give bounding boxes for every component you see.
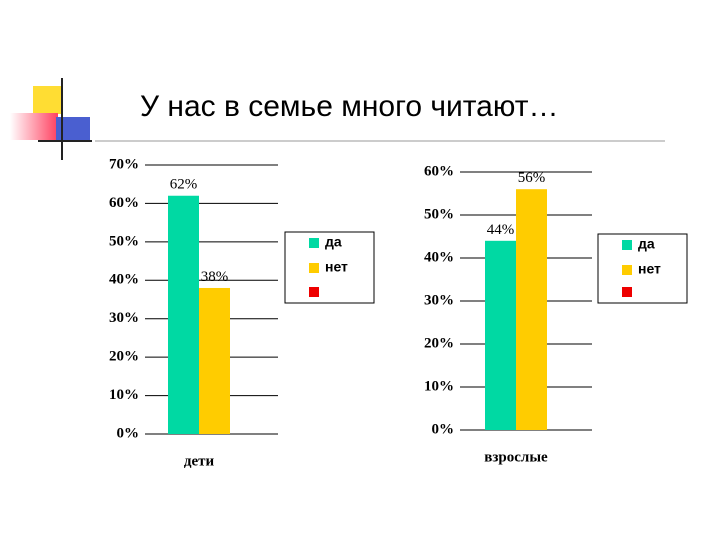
legend-box <box>284 231 375 304</box>
y-tick-label: 40% <box>109 272 139 288</box>
bar <box>168 195 199 434</box>
y-tick-label: 30% <box>424 292 454 308</box>
decor-square <box>56 117 90 140</box>
legend-swatch <box>622 287 632 297</box>
legend-label: нет <box>638 261 661 277</box>
bar <box>199 287 230 434</box>
bar <box>485 240 516 430</box>
decor-square <box>33 86 61 114</box>
legend-swatch <box>309 238 319 248</box>
y-tick-label: 60% <box>424 163 454 179</box>
x-tick-label: взрослые <box>484 449 548 465</box>
y-tick-label: 30% <box>109 310 139 326</box>
y-tick-label: 50% <box>424 206 454 222</box>
legend-label: нет <box>325 259 348 275</box>
data-label: 38% <box>201 269 229 285</box>
y-tick-label: 10% <box>424 378 454 394</box>
y-tick-label: 0% <box>117 425 140 441</box>
legend-label: да <box>638 236 655 252</box>
y-tick-label: 60% <box>109 195 139 211</box>
y-tick-label: 10% <box>109 387 139 403</box>
legend-swatch <box>622 240 632 250</box>
legend-swatch <box>309 263 319 273</box>
y-tick-label: 50% <box>109 233 139 249</box>
slide-title: У нас в семье много читают… <box>140 90 558 123</box>
y-tick-label: 70% <box>109 156 139 172</box>
legend-label: да <box>325 234 342 250</box>
x-tick-label: дети <box>184 453 215 469</box>
y-tick-label: 20% <box>424 335 454 351</box>
data-label: 62% <box>170 177 198 193</box>
decor-square <box>10 113 58 140</box>
legend-box <box>597 233 688 304</box>
data-label: 44% <box>487 222 515 238</box>
legend-swatch <box>309 287 319 297</box>
bar <box>516 189 547 430</box>
y-tick-label: 0% <box>432 421 455 437</box>
data-label: 56% <box>518 170 546 186</box>
y-tick-label: 40% <box>424 249 454 265</box>
y-tick-label: 20% <box>109 349 139 365</box>
legend-swatch <box>622 265 632 275</box>
